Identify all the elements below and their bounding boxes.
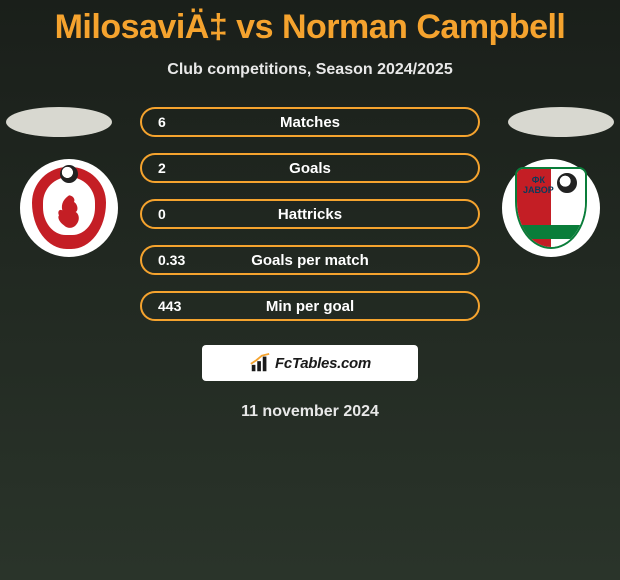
stat-row-matches: 6 Matches <box>140 107 480 137</box>
brand-text: FcTables.com <box>275 355 371 372</box>
stat-row-hattricks: 0 Hattricks <box>140 199 480 229</box>
brand-badge[interactable]: FcTables.com <box>202 345 418 381</box>
chart-bars-icon <box>249 352 271 374</box>
comparison-panel: ФКЈАВОР 6 Matches 2 Goals 0 Hattricks 0.… <box>0 107 620 337</box>
page-title: MilosaviÄ‡ vs Norman Campbell <box>0 0 620 47</box>
stat-value-left: 2 <box>142 160 200 176</box>
club-crest-left <box>20 159 118 257</box>
stat-row-goals-per-match: 0.33 Goals per match <box>140 245 480 275</box>
stat-row-min-per-goal: 443 Min per goal <box>140 291 480 321</box>
stat-value-left: 443 <box>142 298 200 314</box>
vozdovac-crest-icon <box>20 159 118 257</box>
javor-crest-icon: ФКЈАВОР <box>502 159 600 257</box>
stat-value-left: 6 <box>142 114 200 130</box>
stats-list: 6 Matches 2 Goals 0 Hattricks 0.33 Goals… <box>140 107 480 337</box>
stat-value-left: 0 <box>142 206 200 222</box>
club-crest-right: ФКЈАВОР <box>502 159 600 257</box>
player-left-placeholder <box>6 107 112 137</box>
subtitle: Club competitions, Season 2024/2025 <box>0 61 620 79</box>
date-label: 11 november 2024 <box>0 403 620 421</box>
stat-value-left: 0.33 <box>142 252 200 268</box>
player-right-placeholder <box>508 107 614 137</box>
stat-row-goals: 2 Goals <box>140 153 480 183</box>
